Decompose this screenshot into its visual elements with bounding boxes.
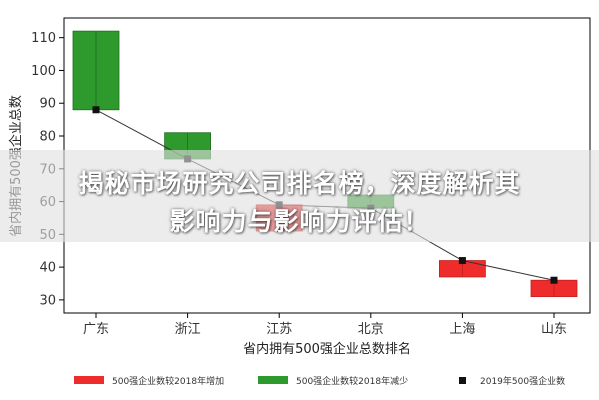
legend-decrease-label: 500强企业数较2018年减少 <box>296 375 408 387</box>
y-tick-label: 80 <box>39 130 56 145</box>
legend-increase-swatch <box>74 376 104 384</box>
x-axis: 广东 浙江 江苏 北京 上海 山东 <box>83 313 567 337</box>
y-tick-label: 30 <box>39 293 56 308</box>
x-tick-label: 上海 <box>449 322 475 337</box>
x-tick-label: 江苏 <box>266 321 292 337</box>
point-2019-6 <box>550 276 558 284</box>
x-axis-title: 省内拥有500强企业总数排名 <box>243 341 411 357</box>
y-tick-label: 110 <box>31 31 56 46</box>
legend-decrease-swatch <box>258 376 288 384</box>
legend-point-marker <box>459 377 466 384</box>
legend: 500强企业数较2018年增加 500强企业数较2018年减少 2019年500… <box>74 375 565 387</box>
x-tick-label: 广东 <box>83 322 109 337</box>
x-tick-label: 北京 <box>358 322 384 337</box>
y-tick-label: 90 <box>39 97 56 112</box>
y-tick-label: 100 <box>31 64 56 79</box>
x-tick-label: 浙江 <box>175 322 201 337</box>
legend-increase-label: 500强企业数较2018年增加 <box>112 375 224 387</box>
overlay-title-line-1: 揭秘市场研究公司排名榜，深度解析其 <box>78 169 521 198</box>
point-2019-5 <box>458 257 466 265</box>
overlay-title-line-2: 影响力与影响力评估！ <box>169 207 430 236</box>
point-2019-1 <box>92 106 100 114</box>
legend-point-label: 2019年500强企业数 <box>480 375 565 387</box>
x-tick-label: 山东 <box>541 322 567 337</box>
title-overlay-banner: 揭秘市场研究公司排名榜，深度解析其 影响力与影响力评估！ <box>0 150 599 242</box>
y-tick-label: 40 <box>39 261 56 276</box>
